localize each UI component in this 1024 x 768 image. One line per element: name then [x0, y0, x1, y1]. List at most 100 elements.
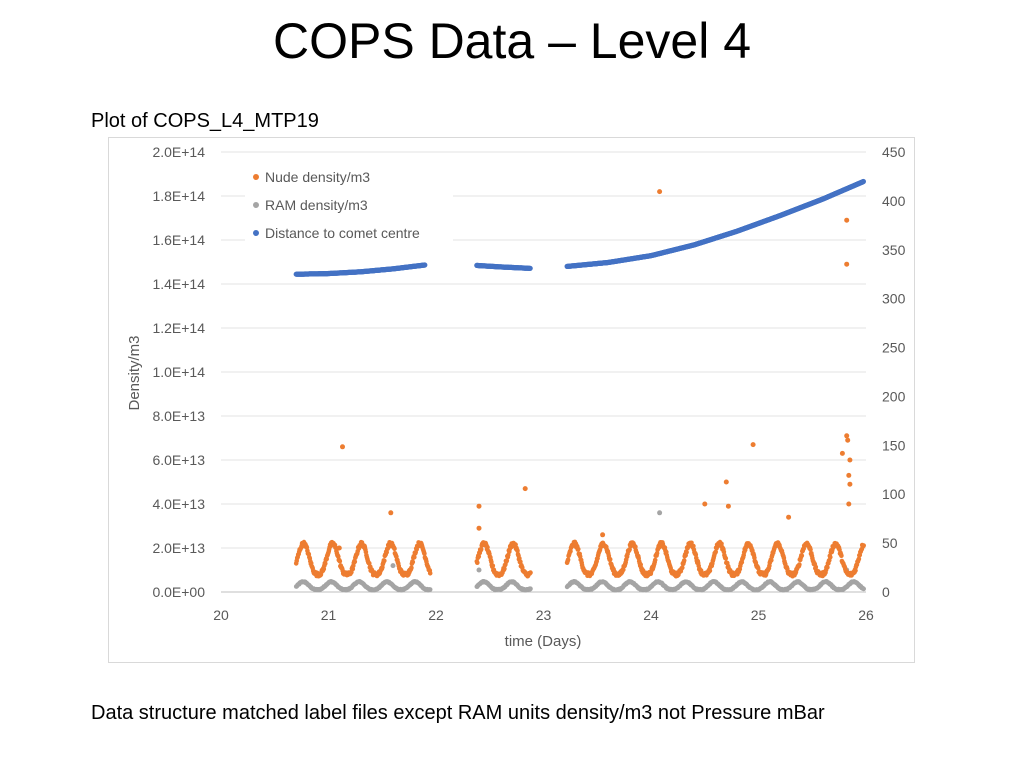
nude-density-point — [490, 563, 496, 569]
nude-density-point — [515, 548, 520, 554]
y2-tick-label: 400 — [882, 193, 906, 209]
chart-area: 0.0E+00 2.0E+13 4.0E+13 6.0E+13 8.0E+13 1.0E+… — [108, 137, 915, 663]
nude-density-point — [861, 543, 866, 548]
nude-density-point — [388, 510, 394, 516]
y2-tick-label: 200 — [882, 388, 906, 404]
y2-tick-label: 0 — [882, 584, 890, 600]
nude-density-point — [382, 558, 387, 564]
x-tick-label: 24 — [643, 607, 659, 623]
distance-point — [527, 265, 533, 271]
ram-density-point — [390, 563, 396, 569]
nude-density-point — [844, 433, 850, 439]
nude-density-point — [846, 472, 852, 478]
ram-density-point — [657, 510, 663, 516]
legend-item-ram: RAM density/m3 — [253, 194, 368, 216]
legend-marker-ram — [253, 202, 259, 209]
nude-density-point — [565, 557, 571, 563]
nude-density-point — [607, 557, 613, 562]
legend-item-nude: Nude density/m3 — [253, 166, 370, 188]
nude-density-point — [427, 571, 433, 576]
nude-density-point — [422, 551, 427, 556]
left-axis-ticks: 0.0E+00 2.0E+13 4.0E+13 6.0E+13 8.0E+13 1.0E+… — [152, 144, 205, 600]
ram-density-point — [528, 586, 533, 591]
y-tick-label: 4.0E+13 — [152, 496, 205, 512]
ram-density-point — [476, 567, 482, 573]
legend-marker-nude — [253, 174, 259, 181]
nude-density-point — [844, 217, 850, 223]
nude-density-point — [522, 486, 528, 492]
y2-tick-label: 250 — [882, 340, 906, 356]
nude-density-point — [844, 261, 850, 267]
y2-tick-label: 150 — [882, 437, 906, 453]
nude-density-point — [707, 568, 713, 573]
nude-density-point — [392, 546, 397, 552]
nude-density-point — [336, 545, 342, 551]
x-tick-label: 26 — [858, 607, 874, 623]
nude-density-point — [845, 437, 851, 443]
y-tick-label: 0.0E+00 — [152, 584, 205, 600]
right-axis-ticks: 0 50 100 150 200 250 300 350 400 450 — [882, 144, 906, 600]
nude-density-point — [846, 501, 852, 507]
y-tick-label: 2.0E+13 — [152, 540, 205, 556]
distance-point — [860, 178, 867, 185]
y-tick-label: 1.8E+14 — [152, 188, 205, 204]
nude-density-point — [723, 479, 729, 485]
nude-density-point — [769, 558, 774, 563]
y2-tick-label: 50 — [882, 535, 898, 551]
nude-density-point — [825, 565, 830, 570]
nude-density-point — [828, 554, 833, 560]
nude-density-point — [680, 565, 685, 570]
nude-density-point — [847, 481, 853, 487]
nude-density-point — [853, 568, 858, 573]
nude-density-point — [681, 558, 687, 563]
y-tick-label: 6.0E+13 — [152, 452, 205, 468]
nude-density-point — [786, 514, 792, 520]
nude-density-point — [621, 567, 626, 573]
nude-density-point — [755, 566, 761, 571]
nude-density-point — [856, 556, 862, 562]
y-tick-label: 8.0E+13 — [152, 408, 205, 424]
y2-tick-label: 450 — [882, 144, 906, 160]
x-axis-label: time (Days) — [505, 633, 582, 650]
nude-density-point — [691, 543, 696, 549]
nude-density-point — [576, 546, 581, 552]
nude-density-point — [337, 559, 343, 564]
ram-density-points — [293, 510, 866, 593]
x-tick-label: 23 — [536, 607, 552, 623]
distance-points — [293, 178, 867, 277]
y2-tick-label: 100 — [882, 486, 906, 502]
nude-density-point — [600, 532, 606, 538]
nude-density-point — [654, 551, 660, 556]
ram-density-point — [861, 586, 866, 592]
nude-density-point — [799, 553, 805, 558]
nude-density-point — [518, 559, 523, 564]
nude-density-point — [336, 554, 341, 559]
nude-density-point — [323, 561, 328, 566]
y-tick-label: 1.0E+14 — [152, 364, 205, 380]
nude-density-point — [633, 544, 638, 549]
nude-density-point — [750, 442, 756, 448]
nude-density-point — [847, 457, 853, 463]
nude-density-point — [657, 189, 663, 195]
nude-density-point — [808, 547, 813, 552]
ram-density-point — [427, 587, 433, 592]
nude-density-point — [797, 562, 802, 567]
nude-density-point — [476, 525, 482, 531]
nude-density-point — [652, 557, 658, 563]
nude-density-point — [723, 556, 729, 561]
bottom-axis-ticks: 20 21 22 23 24 25 26 — [213, 607, 874, 623]
scatter-chart: 0.0E+00 2.0E+13 4.0E+13 6.0E+13 8.0E+13 1.0E+… — [126, 144, 906, 650]
nude-density-point — [412, 555, 417, 560]
plot-caption: Plot of COPS_L4_MTP19 — [91, 110, 319, 132]
chart-legend: Nude density/m3 RAM density/m3 Distance … — [245, 164, 453, 248]
nude-density-point — [476, 503, 482, 509]
nude-density-point — [839, 553, 844, 558]
legend-marker-distance — [253, 230, 259, 237]
nude-density-point — [702, 501, 708, 507]
x-tick-label: 22 — [428, 607, 444, 623]
y-axis-label: Density/m3 — [126, 335, 143, 410]
x-tick-label: 20 — [213, 607, 229, 623]
x-tick-label: 25 — [751, 607, 767, 623]
x-tick-label: 21 — [321, 607, 337, 623]
y-tick-label: 1.4E+14 — [152, 276, 205, 292]
